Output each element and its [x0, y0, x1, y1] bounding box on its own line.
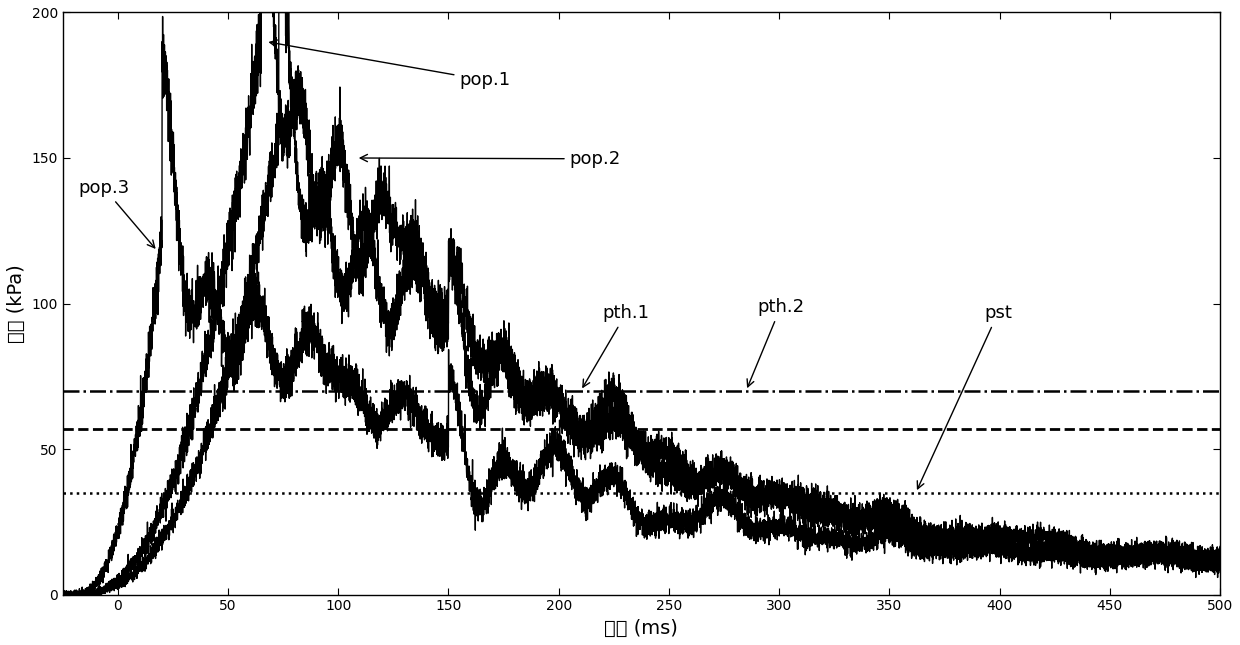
Text: pst: pst: [918, 304, 1012, 489]
Text: pop.2: pop.2: [361, 150, 621, 168]
X-axis label: 时间 (ms): 时间 (ms): [604, 619, 678, 638]
Y-axis label: 油压 (kPa): 油压 (kPa): [7, 264, 26, 343]
Text: pop.3: pop.3: [78, 179, 155, 248]
Text: pth.2: pth.2: [748, 298, 805, 387]
Text: pth.1: pth.1: [583, 304, 650, 387]
Text: pop.1: pop.1: [270, 40, 511, 89]
